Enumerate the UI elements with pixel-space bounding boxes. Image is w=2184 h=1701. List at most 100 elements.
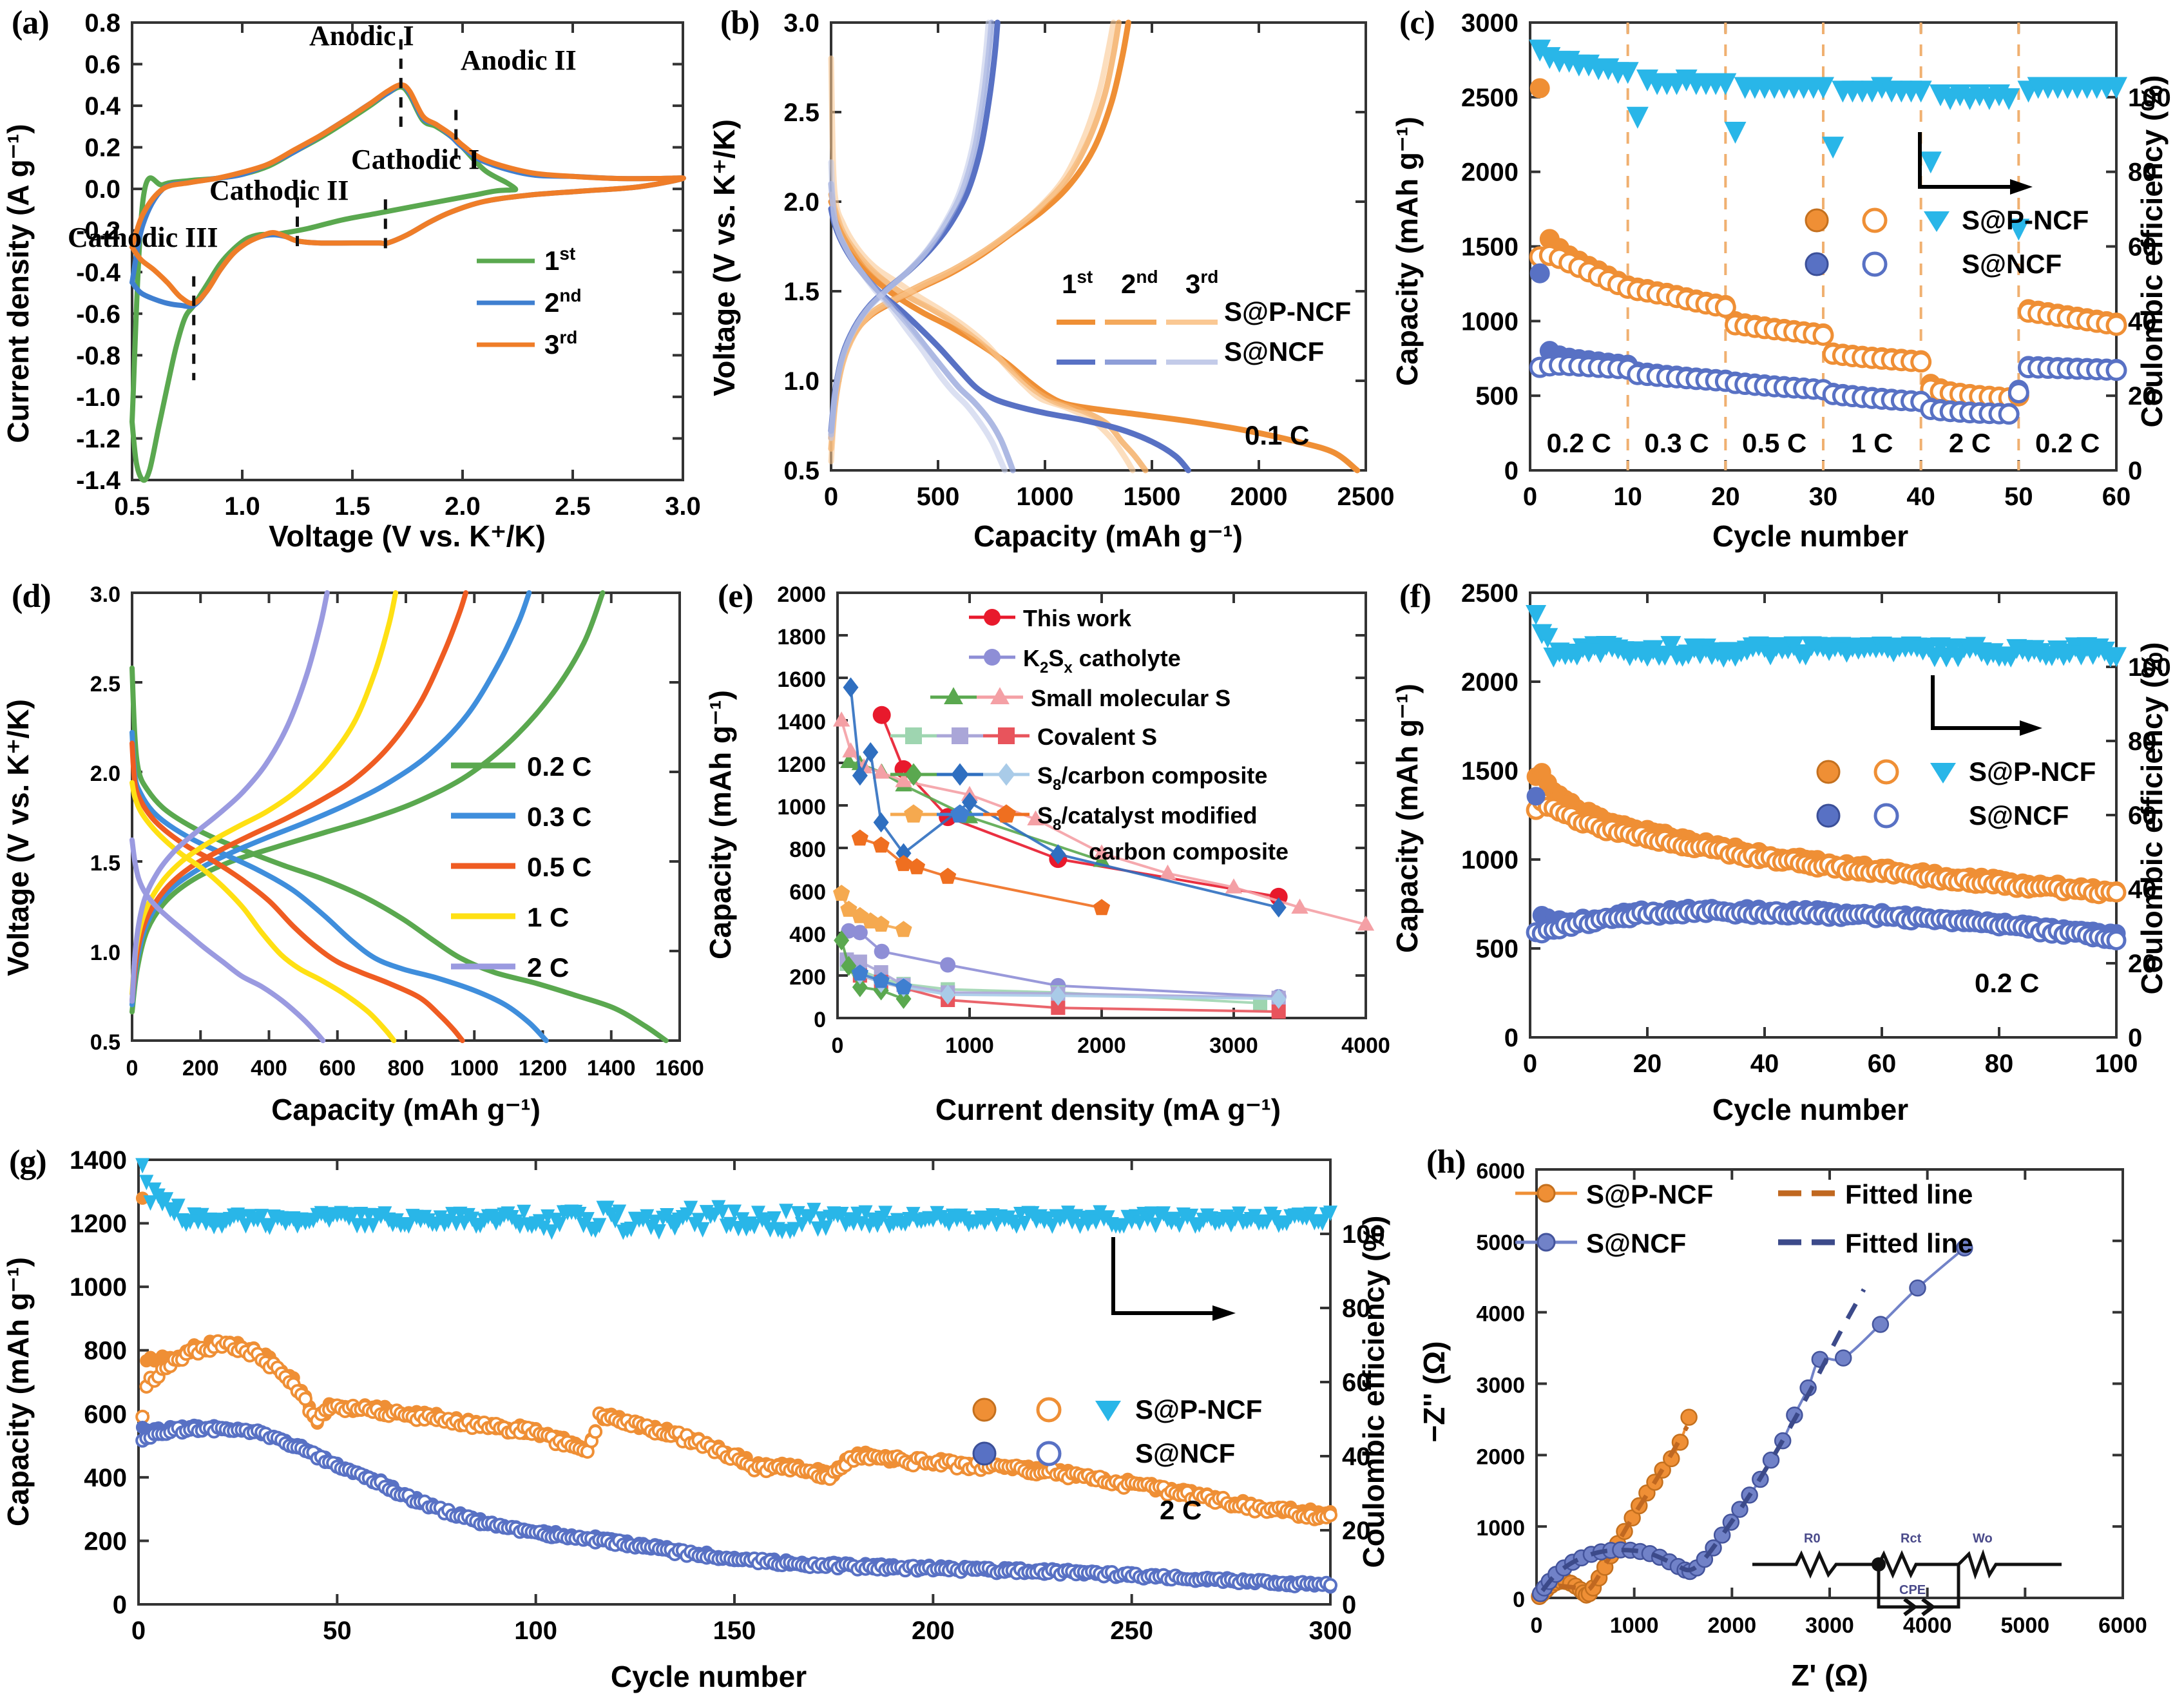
data-point	[1291, 898, 1308, 914]
svg-text:2.0: 2.0	[445, 492, 481, 521]
svg-text:2.5: 2.5	[783, 99, 819, 127]
legend-marker	[905, 727, 922, 744]
data-point	[1724, 121, 1747, 144]
svg-text:40: 40	[2128, 307, 2157, 336]
svg-text:20: 20	[1711, 483, 1740, 511]
svg-text:0: 0	[126, 1056, 139, 1081]
svg-text:2.0: 2.0	[90, 762, 120, 786]
data-point	[1225, 878, 1243, 894]
svg-text:2000: 2000	[1231, 483, 1288, 511]
panel-h-ylabel: −Z'' (Ω)	[1417, 1341, 1451, 1442]
legend-g-sample-1: S@P-NCF	[1135, 1394, 1262, 1425]
svg-text:100: 100	[2128, 84, 2171, 112]
efficiency-point	[691, 1213, 706, 1229]
data-point	[1093, 844, 1111, 860]
legend-c-sample-1: S@P-NCF	[1962, 205, 2089, 235]
efficiency-point	[1184, 1208, 1199, 1224]
panel-g: (g) 0 50 100 150 200 250 300 0 200 400 600 800 1000 1…	[0, 1134, 1417, 1701]
data-point	[895, 772, 912, 787]
efficiency-point	[727, 1204, 742, 1220]
legend-marker	[984, 609, 1001, 626]
panel-d-legend: 0.2 C 0.3 C 0.5 C 1 C 2 C	[451, 751, 591, 983]
panel-e-plot: 0 1000 2000 3000 4000 0 200 400 600 800 1000 1200 14…	[704, 582, 1390, 1126]
curve-0.5 C charge	[129, 590, 468, 1004]
panel-c-legend: S@P-NCF S@NCF	[1805, 132, 2089, 279]
svg-text:1000: 1000	[450, 1056, 499, 1081]
svg-text:60: 60	[2102, 483, 2131, 511]
data-point	[2106, 930, 2127, 950]
data-point	[1822, 137, 1844, 159]
legend-b-cycle-3: 3rd	[1185, 267, 1218, 299]
svg-text:20: 20	[1633, 1050, 1662, 1078]
panel-c-ylabel: Capacity (mAh g⁻¹)	[1390, 117, 1424, 386]
svg-text:0: 0	[824, 483, 838, 511]
panel-h-legend: S@P-NCF Fitted line S@NCF Fitted line	[1515, 1179, 1973, 1258]
curve-2 C discharge	[129, 837, 326, 1043]
svg-text:0: 0	[1504, 1024, 1518, 1052]
panel-a-plot: 0.5 1.0 1.5 2.0 2.5 3.0 -1.4 -1.2 -1.0 -0.8 -0.6 -0…	[1, 9, 701, 553]
efficiency-point	[834, 1206, 849, 1222]
svg-text:2.5: 2.5	[555, 492, 591, 521]
efficiency-point	[592, 1218, 607, 1234]
data-point	[1956, 1239, 1973, 1257]
curve-S@NCF 2nd charge	[828, 19, 995, 437]
legend-b-cycle-1: 1st	[1062, 267, 1093, 299]
svg-text:2500: 2500	[1337, 483, 1395, 511]
svg-text:2.0: 2.0	[783, 188, 819, 216]
data-point	[1050, 844, 1066, 865]
efficiency-point	[1526, 604, 1547, 625]
data-point	[852, 765, 868, 786]
data-point	[872, 706, 891, 724]
data-point	[834, 930, 850, 951]
legend-label-5b: carbon composite	[1089, 838, 1288, 865]
svg-text:2000: 2000	[777, 582, 826, 607]
svg-text:-1.4: -1.4	[76, 466, 121, 495]
annotation-anodic-1: Anodic I	[309, 20, 414, 52]
svg-text:0.5: 0.5	[90, 1030, 120, 1055]
panel-d-plot: 0 200 400 600 800 1000 1200 1400 1600 0.5 1.0 1.5 2.…	[1, 582, 704, 1126]
panel-b-rate: 0.1 C	[1245, 420, 1309, 450]
svg-text:40: 40	[1342, 1443, 1371, 1471]
curve-1 C discharge	[129, 780, 397, 1043]
panel-c: (c) 0 10 20 30 40 50 60 0 500 1000 1500 2000 2500 300…	[1390, 0, 2184, 567]
efficiency-point	[1537, 628, 1558, 648]
panel-g-rate: 2 C	[1160, 1495, 1202, 1525]
panel-a: (a) 0.5 1.0 1.5 2.0 2.5 3.0 -1.4 -1.2 -1.0 -0.8 -0…	[0, 0, 709, 567]
data-point	[852, 954, 867, 969]
legend-label-4: S8/carbon composite	[1037, 762, 1267, 794]
data-point	[962, 792, 977, 812]
panel-f: (f) 0 20 40 60 80 100 0 500 1000 1500 2000 2500 0 20 4…	[1390, 567, 2184, 1134]
data-point	[1680, 1408, 1698, 1426]
svg-text:2000: 2000	[1461, 159, 1518, 187]
data-point	[1051, 1001, 1066, 1015]
data-point	[872, 764, 890, 779]
svg-text:1500: 1500	[1461, 757, 1518, 785]
panel-g-ylabel: Capacity (mAh g⁻¹)	[1, 1257, 35, 1526]
efficiency-point	[1323, 1206, 1337, 1222]
data-point	[940, 957, 956, 973]
svg-text:3000: 3000	[1209, 1033, 1258, 1058]
legend-label-0: 0.2 C	[527, 751, 591, 782]
svg-text:20: 20	[2128, 950, 2157, 978]
legend-marker	[952, 727, 968, 744]
data-point	[895, 854, 912, 871]
svg-text:0: 0	[814, 1008, 826, 1032]
efficiency-point	[735, 1212, 750, 1228]
svg-text:0.0: 0.0	[84, 175, 120, 204]
svg-text:5000: 5000	[2001, 1613, 2050, 1638]
svg-text:1.5: 1.5	[90, 851, 120, 876]
svg-text:0: 0	[1523, 483, 1537, 511]
efficiency-point	[787, 1222, 801, 1238]
svg-text:500: 500	[917, 483, 960, 511]
svg-text:250: 250	[1110, 1617, 1153, 1645]
data-point	[1834, 1349, 1852, 1367]
panel-d-label: (d)	[12, 578, 52, 615]
data-point	[1714, 73, 1737, 95]
svg-text:150: 150	[713, 1617, 756, 1645]
curve-3rd	[129, 82, 686, 306]
legend-marker	[944, 687, 963, 705]
svg-text:1.0: 1.0	[224, 492, 260, 521]
panel-f-ylabel: Capacity (mAh g⁻¹)	[1390, 684, 1424, 953]
legend-b-sample-1: S@P-NCF	[1224, 296, 1351, 327]
